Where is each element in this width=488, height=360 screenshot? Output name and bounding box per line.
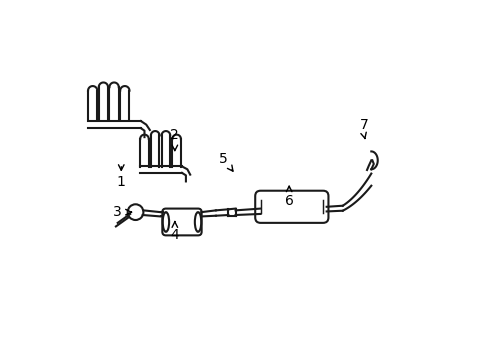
Text: 7: 7 — [359, 118, 368, 132]
Text: 3: 3 — [113, 205, 122, 219]
Text: 5: 5 — [218, 152, 227, 166]
Text: 6: 6 — [284, 194, 293, 208]
Text: 1: 1 — [117, 175, 125, 189]
Text: 2: 2 — [170, 129, 179, 142]
Text: 4: 4 — [170, 228, 179, 242]
